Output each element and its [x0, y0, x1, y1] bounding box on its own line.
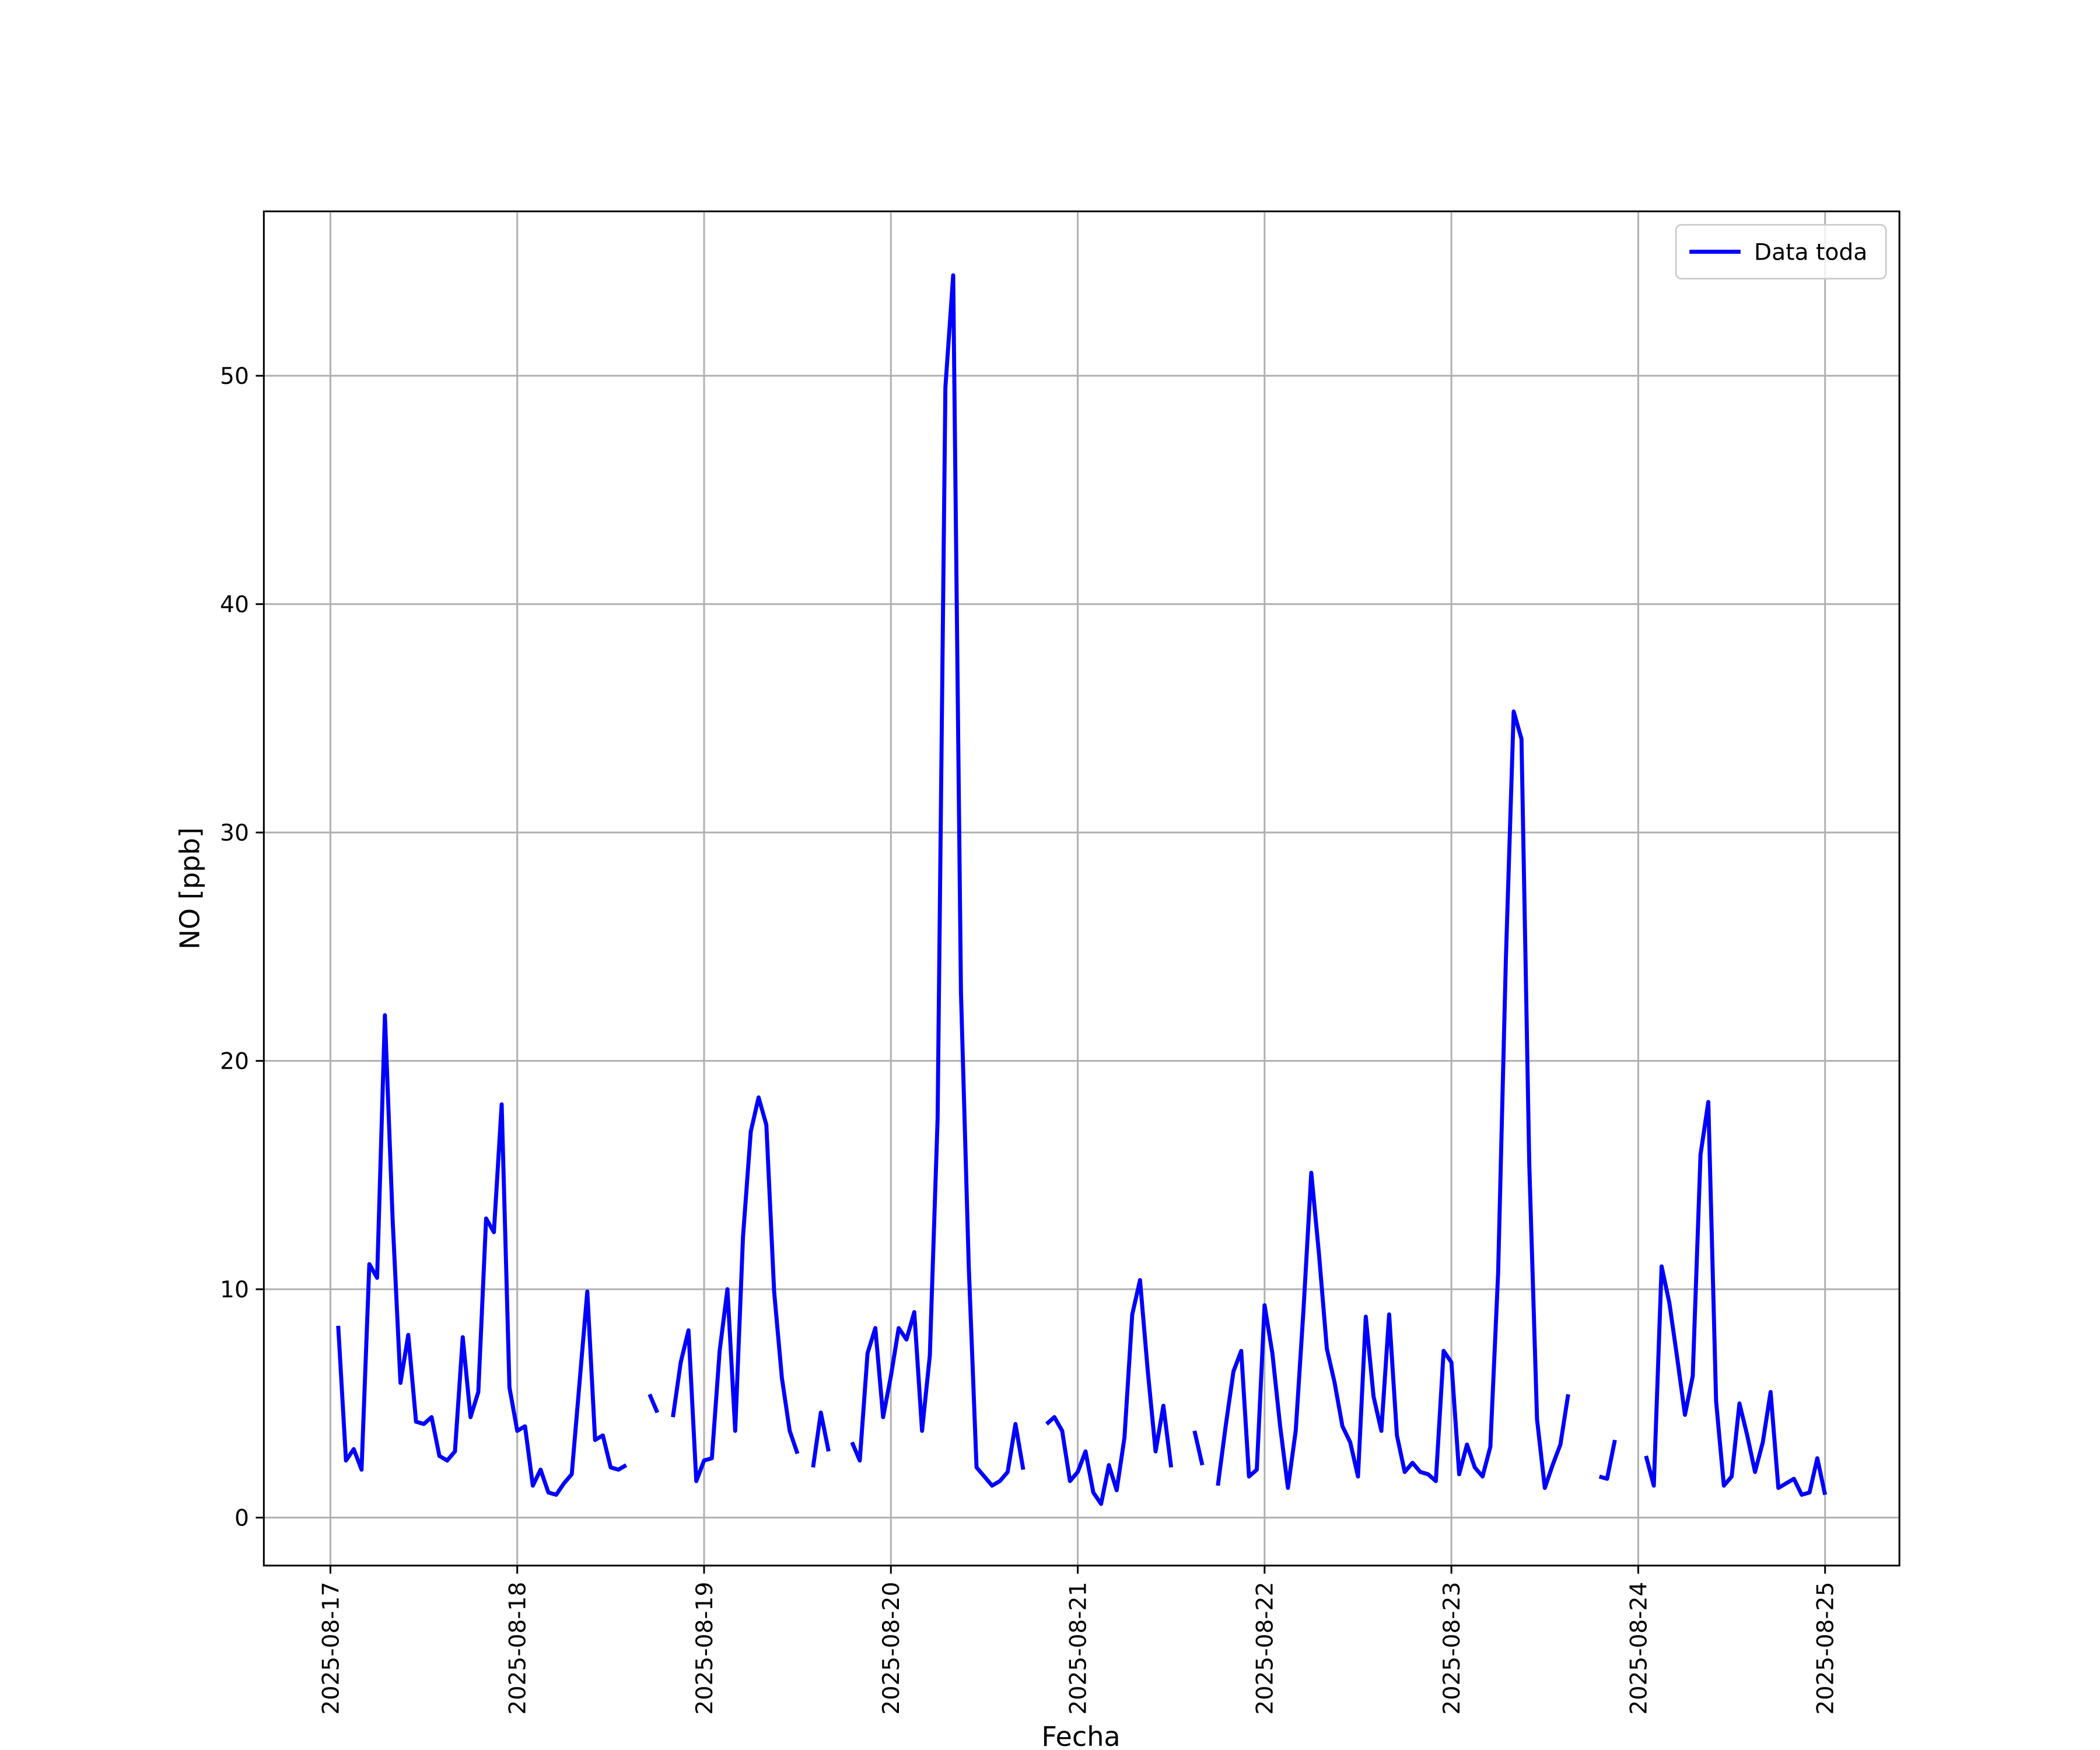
x-axis-label: Fecha [1041, 1721, 1120, 1750]
x-tick-label: 2025-08-19 [692, 1582, 718, 1715]
plot-area [336, 273, 1828, 1506]
data-line [336, 273, 1828, 1506]
x-tick-label: 2025-08-20 [878, 1582, 905, 1715]
x-tick-label: 2025-08-25 [1813, 1582, 1839, 1715]
x-tick-label: 2025-08-22 [1252, 1582, 1279, 1715]
ticks: 0 10 20 30 40 50 2025-08-17 2025-08-18 2025-08-1… [220, 363, 1839, 1714]
y-tick-label: 0 [235, 1505, 249, 1531]
x-tick-label: 2025-08-21 [1065, 1582, 1091, 1715]
legend: Data toda [1675, 223, 1887, 280]
legend-label: Data toda [1754, 239, 1867, 265]
y-tick-label: 20 [220, 1048, 249, 1074]
y-axis-label: NO [ppb] [174, 827, 206, 949]
y-tick-label: 30 [220, 820, 249, 846]
x-tick-label: 2025-08-23 [1439, 1582, 1465, 1715]
grid [264, 211, 1900, 1566]
y-tick-label: 10 [220, 1277, 249, 1303]
x-tick-label: 2025-08-18 [505, 1582, 531, 1715]
y-tick-label: 40 [220, 592, 249, 618]
legend-box [1675, 223, 1887, 280]
x-tick-label: 2025-08-24 [1626, 1582, 1652, 1715]
y-tick-label: 50 [220, 363, 249, 390]
axes-frame [262, 210, 1901, 1567]
x-tick-label: 2025-08-17 [318, 1582, 344, 1715]
